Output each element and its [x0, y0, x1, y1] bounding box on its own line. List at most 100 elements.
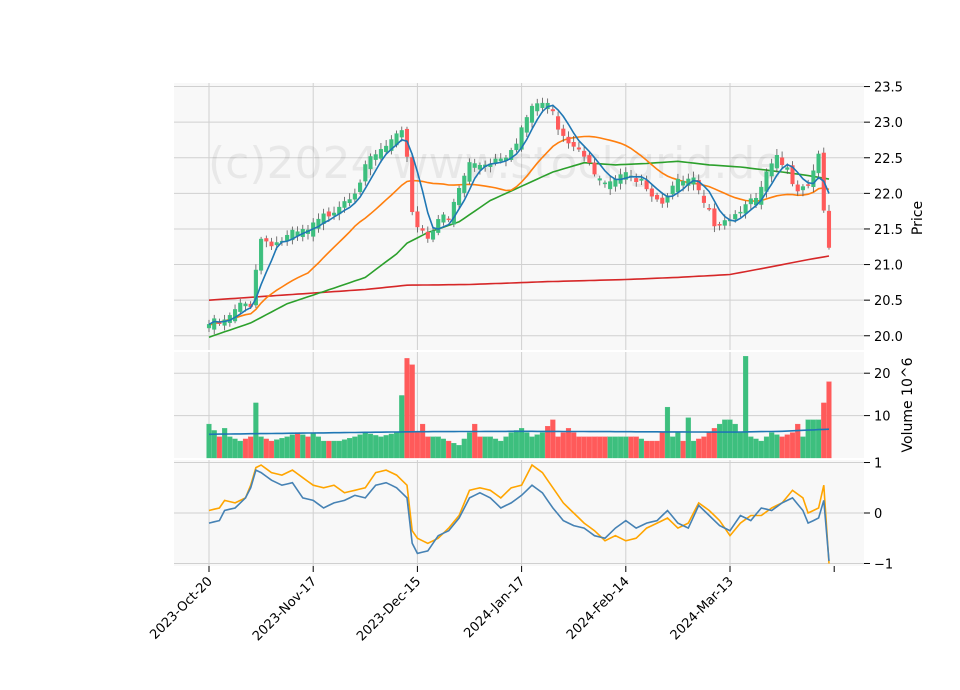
oscillator-y-axis: −1 0 1 — [864, 457, 893, 572]
volume-average-line — [208, 428, 830, 436]
candle-body-up — [722, 220, 727, 226]
volume-bar-up — [357, 434, 363, 459]
volume-bar-up — [722, 419, 728, 459]
volume-bar-down — [591, 436, 598, 459]
volume-bar-down — [263, 438, 269, 459]
volume-tick-label: 20 — [874, 367, 891, 382]
volume-bar-down — [326, 440, 332, 459]
volume-bar-down — [711, 428, 717, 459]
candle-body-down — [582, 150, 587, 157]
oscillator-tick-label: −1 — [874, 557, 893, 572]
candle-body-up — [331, 212, 337, 216]
price-tick-label: 21.0 — [874, 259, 903, 274]
volume-bar-down — [446, 440, 452, 459]
volume-bar-up — [638, 438, 644, 459]
price-panel-background — [174, 83, 864, 350]
volume-bar-down — [576, 436, 582, 459]
volume-bar-up — [748, 436, 754, 459]
volume-bar-down — [628, 436, 634, 459]
candle-body-down — [634, 178, 639, 183]
candle-body-up — [352, 193, 357, 200]
candle-body-up — [623, 172, 628, 180]
candle-body-down — [649, 188, 654, 197]
volume-bar-up — [534, 434, 540, 459]
volume-bar-up — [675, 432, 681, 459]
candle-body-down — [566, 136, 571, 144]
price-tick-label: 21.5 — [874, 223, 903, 238]
volume-bar-up — [607, 436, 613, 459]
volume-bar-up — [685, 417, 691, 459]
candle-body-up — [743, 204, 748, 214]
candle-body-up — [363, 164, 368, 182]
candle-body-up — [670, 185, 675, 195]
volume-bar-down — [581, 436, 587, 459]
candle-body-down — [712, 208, 717, 227]
volume-bar-down — [305, 436, 311, 459]
sma20-line — [208, 135, 830, 326]
volume-bar-up — [435, 436, 441, 459]
candle-body-up — [368, 156, 373, 170]
price-grid — [174, 83, 864, 350]
candle-body-down — [264, 238, 269, 242]
volume-bar-up — [717, 423, 723, 459]
candle-body-up — [222, 319, 227, 326]
volume-bar-up — [539, 432, 545, 459]
candle-body-up — [774, 154, 779, 169]
candle-body-down — [425, 231, 430, 239]
candle-body-up — [384, 145, 389, 152]
volume-bar-up — [289, 434, 295, 459]
volume-bar-down — [545, 426, 551, 459]
candle-body-down — [592, 162, 597, 175]
volume-bar-down — [216, 436, 222, 459]
volume-bar-up — [440, 438, 446, 459]
volume-bar-down — [268, 440, 275, 459]
volume-bar-down — [659, 432, 665, 459]
candle-body-up — [498, 158, 503, 162]
volume-bar-up — [805, 419, 811, 459]
oscillator-lines-layer — [208, 463, 830, 564]
volume-bar-down — [789, 432, 796, 459]
volume-bar-up — [362, 432, 368, 459]
candle-body-up — [519, 127, 524, 150]
volume-bar-down — [795, 423, 801, 459]
candle-body-down — [446, 218, 451, 221]
volume-bar-down — [644, 440, 650, 459]
candle-body-up — [509, 150, 514, 160]
volume-bar-up — [623, 436, 629, 459]
price-tick-label: 23.5 — [874, 81, 903, 96]
candle-body-up — [462, 175, 467, 193]
candle-body-down — [806, 184, 811, 186]
volume-bar-up — [211, 430, 217, 459]
volume-bar-up — [690, 440, 697, 459]
volume-bar-down — [472, 423, 478, 459]
volume-bar-up — [394, 432, 400, 459]
candle-body-up — [811, 170, 816, 187]
volume-bar-down — [701, 436, 707, 459]
candle-body-down — [410, 157, 415, 213]
volume-bar-up — [727, 419, 733, 459]
candle-body-up — [441, 214, 446, 223]
volume-bar-up — [498, 440, 504, 459]
volume-bar-up — [758, 440, 764, 459]
volume-bar-down — [602, 436, 608, 459]
candle-body-down — [655, 194, 660, 200]
price-tick-label: 20.5 — [874, 294, 903, 309]
candle-body-down — [420, 228, 425, 231]
volume-bar-down — [826, 381, 832, 459]
volume-bar-up — [274, 439, 280, 459]
volume-bar-up — [769, 432, 775, 459]
volume-bar-down — [425, 436, 431, 459]
oscillator-tick-label: 1 — [874, 457, 882, 472]
candle-body-up — [733, 214, 738, 220]
volume-bar-up — [482, 436, 488, 459]
candle-body-down — [217, 322, 222, 324]
candle-body-up — [399, 130, 404, 138]
volume-bar-up — [763, 436, 770, 459]
candle-body-up — [233, 309, 238, 322]
volume-bar-down — [409, 364, 415, 459]
candle-body-up — [451, 201, 456, 225]
volume-bar-up — [524, 432, 530, 459]
volume-bar-down — [633, 436, 639, 459]
volume-bar-down — [571, 432, 577, 459]
